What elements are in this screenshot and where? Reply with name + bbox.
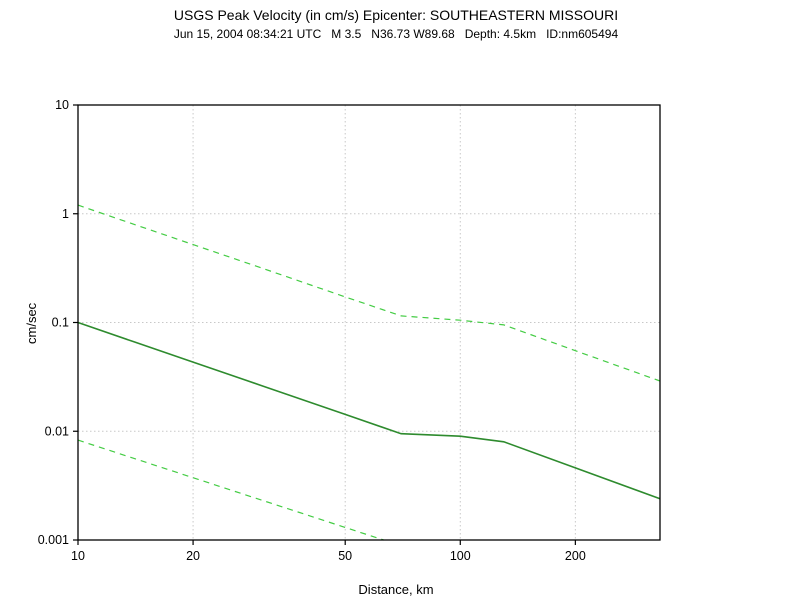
y-tick-label: 10 [55, 98, 69, 112]
x-tick-label: 10 [71, 549, 85, 563]
plot-frame [77, 104, 661, 541]
y-tick-label: 0.1 [52, 316, 69, 330]
x-tick-label: 100 [450, 549, 471, 563]
x-tick-label: 200 [565, 549, 586, 563]
series-line-plus-one-sigma [77, 204, 661, 382]
y-tick-label: 1 [62, 207, 69, 221]
series-line-median-peak-velocity [77, 321, 661, 500]
series-line-minus-one-sigma [77, 439, 384, 541]
chart-title: USGS Peak Velocity (in cm/s) Epicenter: … [173, 7, 619, 23]
y-axis-label: cm/sec [24, 302, 39, 344]
x-tick-label: 50 [338, 549, 352, 563]
y-tick-label: 0.01 [45, 424, 69, 438]
y-tick-label: 0.001 [38, 533, 69, 547]
x-tick-label: 20 [186, 549, 200, 563]
x-axis-label: Distance, km [358, 582, 434, 597]
chart-subtitle: Jun 15, 2004 08:34:21 UTC M 3.5 N36.73 W… [173, 27, 619, 41]
